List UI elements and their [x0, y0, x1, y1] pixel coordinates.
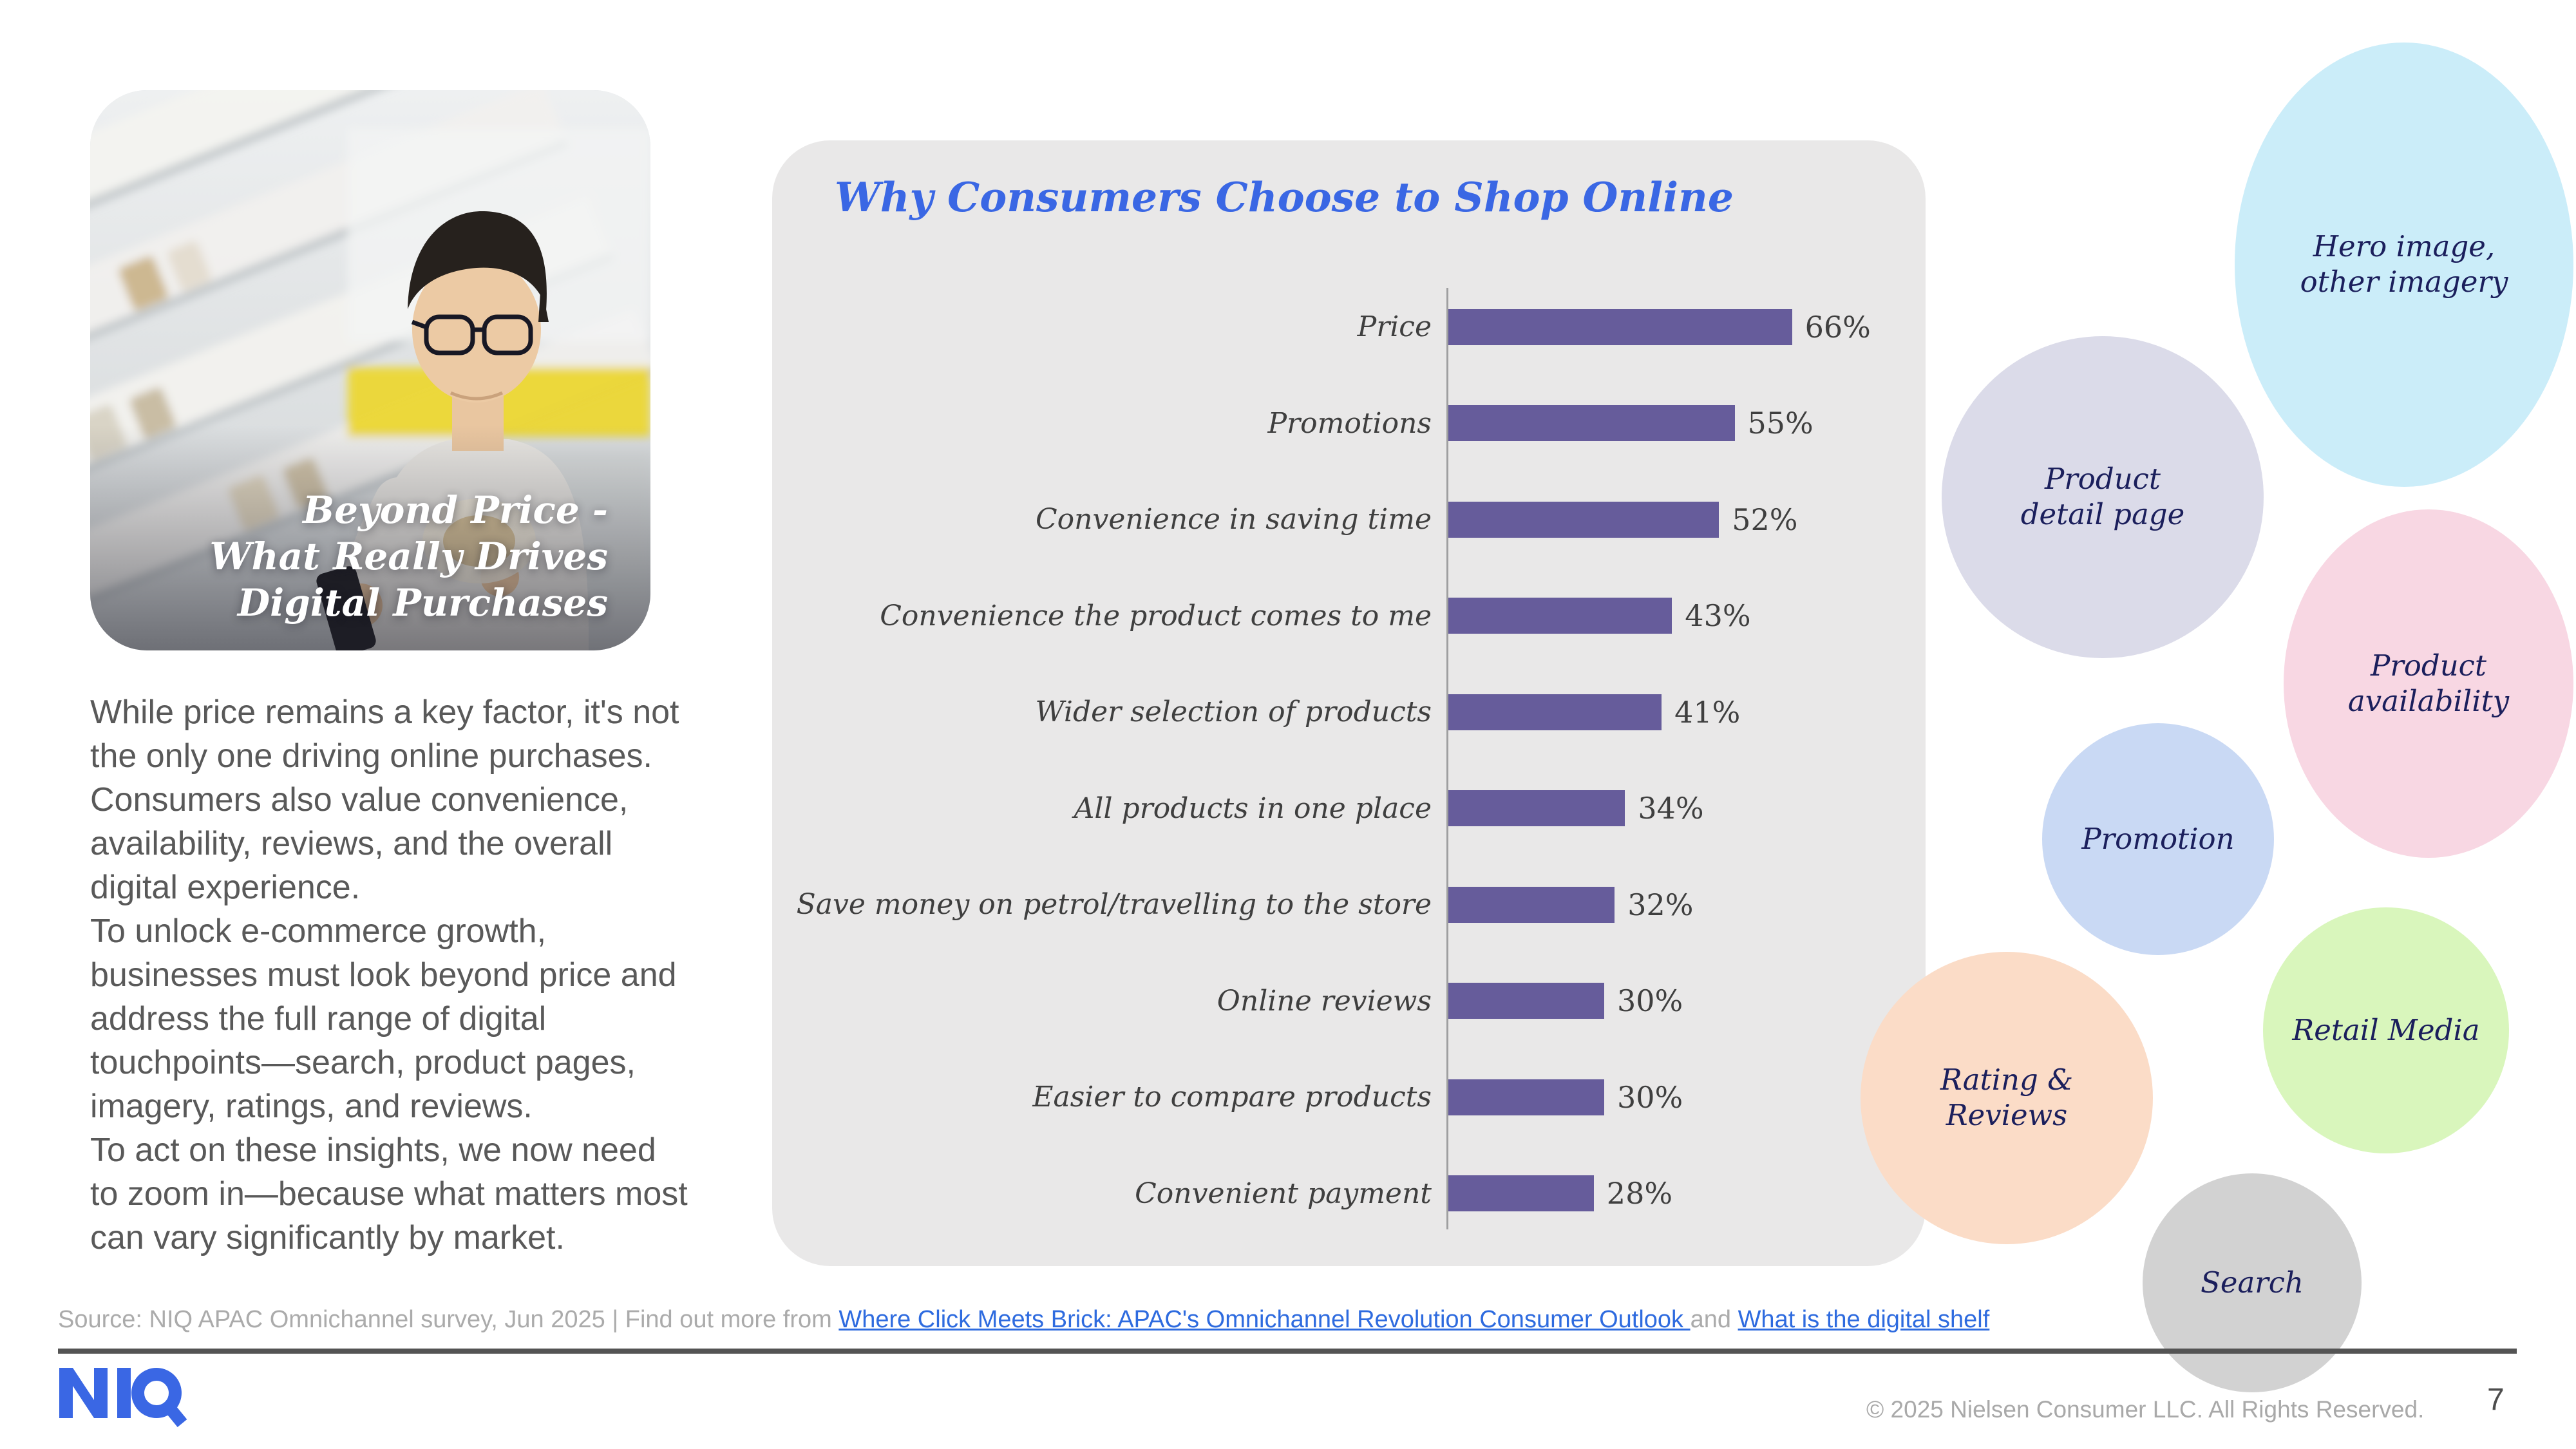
bar [1448, 308, 1792, 345]
value-label: 28% [1606, 1176, 1673, 1211]
category-label: Convenience the product comes to me [880, 599, 1432, 632]
category-label: Wider selection of products [1035, 696, 1432, 729]
bubble-label: Hero image, other imagery [2300, 229, 2508, 299]
source-prefix: Source: NIQ APAC Omnichannel survey, Jun… [58, 1306, 839, 1333]
category-label: Online reviews [1217, 984, 1432, 1018]
chart-row: Price 66% [773, 279, 1919, 375]
category-label: Easier to compare products [1032, 1081, 1432, 1114]
category-label: Promotions [1267, 406, 1432, 440]
bar [1448, 1175, 1594, 1212]
intro-text: While price remains a key factor, it's n… [90, 690, 692, 1260]
category-label: Convenient payment [1135, 1177, 1432, 1210]
source-link-digital-shelf[interactable]: What is the digital shelf [1738, 1306, 1990, 1333]
glasses [411, 314, 533, 355]
chart-row: Easier to compare products 30% [773, 1049, 1919, 1146]
value-label: 30% [1617, 1079, 1683, 1115]
intro-paragraph-3: To act on these insights, we now need to… [90, 1132, 688, 1256]
copyright: © 2025 Nielsen Consumer LLC. All Rights … [1866, 1396, 2425, 1423]
chart-row: All products in one place 34% [773, 761, 1919, 857]
bar [1448, 694, 1662, 730]
chart-title: Why Consumers Choose to Shop Online [835, 173, 1734, 221]
value-label: 43% [1685, 598, 1751, 634]
value-label: 30% [1617, 983, 1683, 1019]
hero-photo-illustration [90, 90, 650, 650]
bubble-product-availability: Product availability [2284, 509, 2573, 858]
intro-paragraph-2: To unlock e-commerce growth, businesses … [90, 913, 677, 1125]
value-label: 52% [1732, 502, 1798, 537]
bar [1448, 405, 1735, 442]
bubble-rating-reviews: Rating & Reviews [1861, 952, 2153, 1244]
bubble-promotion: Promotion [2042, 723, 2274, 955]
bubble-label: Product detail page [2020, 462, 2185, 531]
value-label: 66% [1804, 309, 1871, 345]
category-label: Save money on petrol/travelling to the s… [796, 888, 1432, 922]
bubble-label: Rating & Reviews [1940, 1063, 2074, 1132]
category-label: All products in one place [1074, 791, 1432, 825]
bubble-label: Product availability [2347, 648, 2510, 718]
chart-row: Convenience the product comes to me 43% [773, 568, 1919, 665]
bubble-product-detail-page: Product detail page [1942, 336, 2264, 658]
value-label: 41% [1674, 694, 1741, 730]
bar [1448, 501, 1719, 538]
bubble-label: Retail Media [2292, 1012, 2480, 1047]
footer-rule [58, 1349, 2517, 1354]
bar [1448, 886, 1615, 923]
chart-row: Convenience in saving time 52% [773, 471, 1919, 568]
bar [1448, 1079, 1604, 1115]
bar [1448, 983, 1604, 1019]
hero-image: Beyond Price - What Really Drives Digita… [90, 90, 650, 650]
chart-row: Online reviews 30% [773, 953, 1919, 1050]
category-label: Price [1357, 310, 1432, 344]
value-label: 34% [1638, 791, 1704, 826]
page-number: 7 [2487, 1383, 2505, 1417]
bubble-label: Promotion [2081, 821, 2235, 856]
intro-paragraph-1: While price remains a key factor, it's n… [90, 694, 679, 906]
value-label: 32% [1627, 887, 1694, 922]
bar [1448, 790, 1625, 827]
bubble-label: Search [2201, 1265, 2304, 1300]
chart-row: Promotions 55% [773, 375, 1919, 472]
source-line: Source: NIQ APAC Omnichannel survey, Jun… [58, 1306, 1989, 1334]
chart-axis [1446, 288, 1448, 1229]
source-link-omnichannel-outlook[interactable]: Where Click Meets Brick: APAC's Omnichan… [838, 1306, 1690, 1333]
bubble-retail-media: Retail Media [2263, 907, 2509, 1153]
category-label: Convenience in saving time [1036, 503, 1432, 536]
bubble-search: Search [2143, 1173, 2362, 1392]
chart-row: Convenient payment 28% [773, 1146, 1919, 1242]
source-conjunction: and [1690, 1306, 1738, 1333]
value-label: 55% [1747, 406, 1814, 441]
hero-title: Beyond Price - What Really Drives Digita… [209, 488, 608, 625]
niq-logo [59, 1368, 194, 1430]
bar [1448, 598, 1672, 634]
chart-row: Wider selection of products 41% [773, 664, 1919, 761]
bar-chart: Price 66% Promotions 55% Convenience in savi… [773, 279, 1919, 1242]
bubble-hero-imagery: Hero image, other imagery [2235, 43, 2573, 487]
chart-row: Save money on petrol/travelling to the s… [773, 857, 1919, 953]
